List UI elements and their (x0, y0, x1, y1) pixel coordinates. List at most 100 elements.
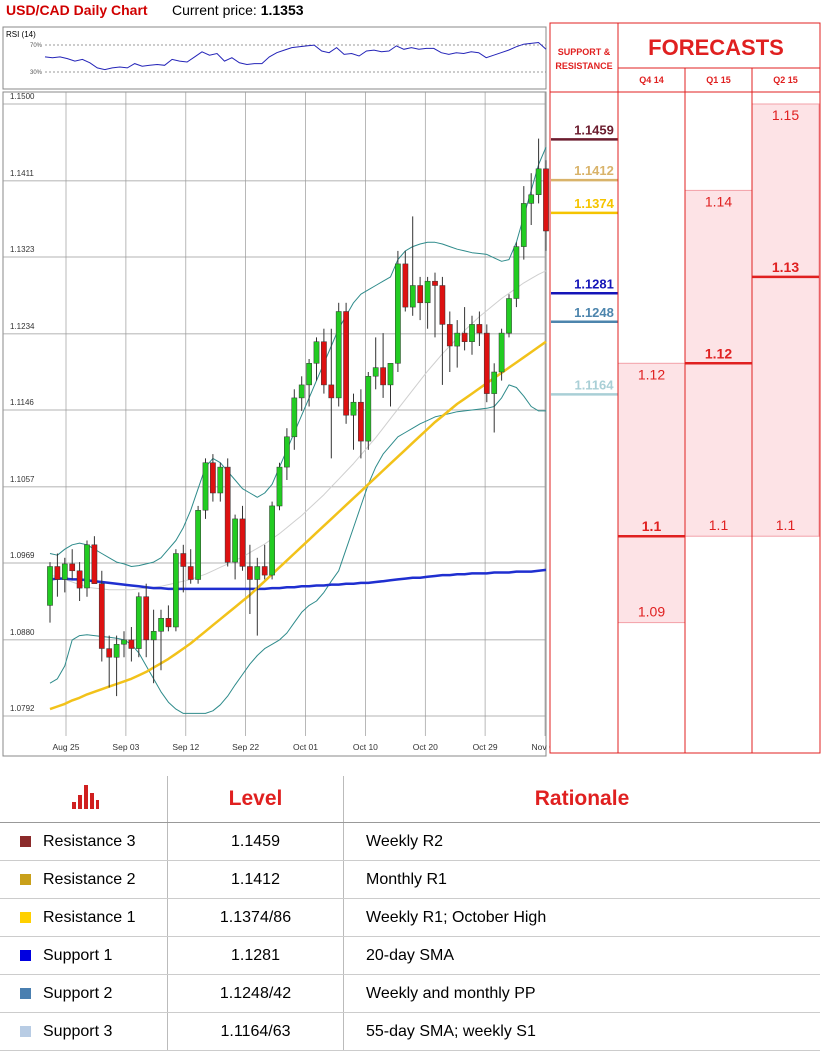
forecast-average-label: 1.1 (642, 518, 662, 534)
level-rationale: Monthly R1 (343, 860, 820, 899)
x-tick-label: Sep 22 (232, 742, 259, 752)
level-value: 1.1248/42 (167, 974, 344, 1013)
candle-body (247, 566, 253, 580)
candle-body (417, 285, 424, 304)
candle-body (409, 285, 416, 308)
forecast-average-label: 1.12 (705, 345, 732, 361)
level-rationale: 55-day SMA; weekly S1 (343, 1012, 820, 1051)
forecast-frame (617, 22, 821, 754)
x-tick-label: Aug 25 (53, 742, 80, 752)
candle-body (210, 462, 216, 494)
y-tick-label: 1.1500 (10, 92, 35, 101)
level-rationale: Weekly and monthly PP (343, 974, 820, 1013)
x-tick-label: Oct 29 (473, 742, 498, 752)
sr-level-label: 1.1281 (574, 276, 614, 291)
candle-body (491, 371, 498, 394)
x-tick-label: Sep 12 (172, 742, 199, 752)
forecast-column-header: Q1 15 (706, 75, 731, 85)
sr-frame (549, 22, 619, 754)
x-axis-ticks: Aug 25 Sep 03 Sep 12 Sep 22 Oct 01 Oct 10 Oct … (53, 742, 559, 752)
candle-body (61, 563, 68, 580)
rsi-label: RSI (14) (6, 30, 36, 39)
forecast-low-label: 1.1 (776, 517, 796, 533)
table-row: Support 2 1.1248/42 Weekly and monthly PP (0, 974, 820, 1013)
x-tick-label: Oct 10 (353, 742, 378, 752)
sma55-line (49, 340, 547, 711)
candle-body (446, 324, 453, 347)
forecast-high-label: 1.12 (638, 366, 665, 382)
sr-level-label: 1.1164 (574, 377, 614, 392)
candle-body (47, 566, 53, 606)
candle-body (343, 311, 349, 416)
sr-level-label: 1.1248 (574, 305, 614, 320)
candle-body (513, 246, 520, 299)
current-price-label: Current price: (172, 2, 257, 18)
candle-body (461, 332, 468, 342)
candle-body (106, 648, 113, 658)
candle-body (291, 397, 298, 438)
level-value: 1.1281 (167, 936, 344, 975)
rsi-panel: RSI (14) 70% 30% (2, 26, 547, 90)
candle-body (165, 618, 172, 628)
rsi-frame (2, 26, 547, 90)
forecast-title: FORECASTS (648, 35, 784, 60)
rationale-header: Rationale (343, 776, 820, 823)
level-name: Support 1 (43, 946, 113, 964)
level-name-cell: Resistance 2 (0, 860, 168, 899)
candle-body (387, 363, 394, 386)
x-tick-label: Oct 01 (293, 742, 318, 752)
forecast-range-box (751, 103, 820, 537)
level-name-cell: Resistance 1 (0, 898, 168, 937)
levels-table-header: Level Rationale (0, 776, 820, 823)
table-row: Resistance 2 1.1412 Monthly R1 (0, 860, 820, 899)
level-color-swatch (20, 835, 31, 847)
x-tick-label: Nov 07 (532, 742, 559, 752)
candle-body (528, 194, 535, 204)
candle-body (143, 596, 150, 641)
y-tick-label: 1.1146 (10, 398, 34, 407)
level-name: Resistance 2 (43, 870, 136, 888)
grid-lines (3, 92, 546, 736)
candle-body (350, 401, 357, 416)
sr-panel: SUPPORT & RESISTANCE 1.14591.14121.13741… (549, 22, 619, 754)
x-tick-label: Oct 20 (413, 742, 438, 752)
forecast-low-label: 1.09 (638, 604, 665, 620)
candles (47, 138, 549, 697)
candle-body (232, 518, 238, 563)
candle-body (506, 298, 512, 334)
forecast-high-label: 1.14 (705, 193, 732, 209)
forecast-high-label: 1.15 (772, 107, 799, 123)
candle-body (254, 566, 261, 580)
sr-title-line1: SUPPORT & (558, 47, 611, 57)
level-rationale: Weekly R2 (343, 822, 820, 861)
sr-title-line2: RESISTANCE (555, 61, 612, 71)
price-frame (2, 91, 547, 757)
level-name-cell: Support 3 (0, 1012, 168, 1051)
candle-body (224, 466, 231, 563)
level-value: 1.1374/86 (167, 898, 344, 937)
table-row: Resistance 3 1.1459 Weekly R2 (0, 822, 820, 861)
level-color-swatch (20, 1025, 31, 1037)
table-row: Support 3 1.1164/63 55-day SMA; weekly S1 (0, 1012, 820, 1051)
candle-body (69, 563, 76, 572)
candle-body (483, 332, 490, 394)
candle-body (135, 596, 142, 649)
candle-body (276, 466, 283, 507)
forecast-column-header: Q4 14 (639, 75, 664, 85)
sma20-line (49, 270, 547, 591)
level-rationale: 20-day SMA (343, 936, 820, 975)
y-tick-label: 1.0792 (10, 704, 35, 713)
level-rationale: Weekly R1; October High (343, 898, 820, 937)
candle-body (454, 332, 461, 347)
forecast-low-label: 1.1 (709, 517, 729, 533)
candle-body (298, 384, 305, 399)
candle-body (543, 168, 549, 232)
sr-level-label: 1.1374 (574, 196, 615, 211)
candle-body (187, 566, 194, 580)
candle-body (113, 644, 120, 658)
level-header: Level (167, 776, 344, 823)
sma-slow-line (49, 568, 547, 591)
candle-body (91, 544, 98, 584)
y-tick-label: 1.1323 (10, 245, 35, 254)
current-price-value: 1.1353 (260, 2, 304, 18)
